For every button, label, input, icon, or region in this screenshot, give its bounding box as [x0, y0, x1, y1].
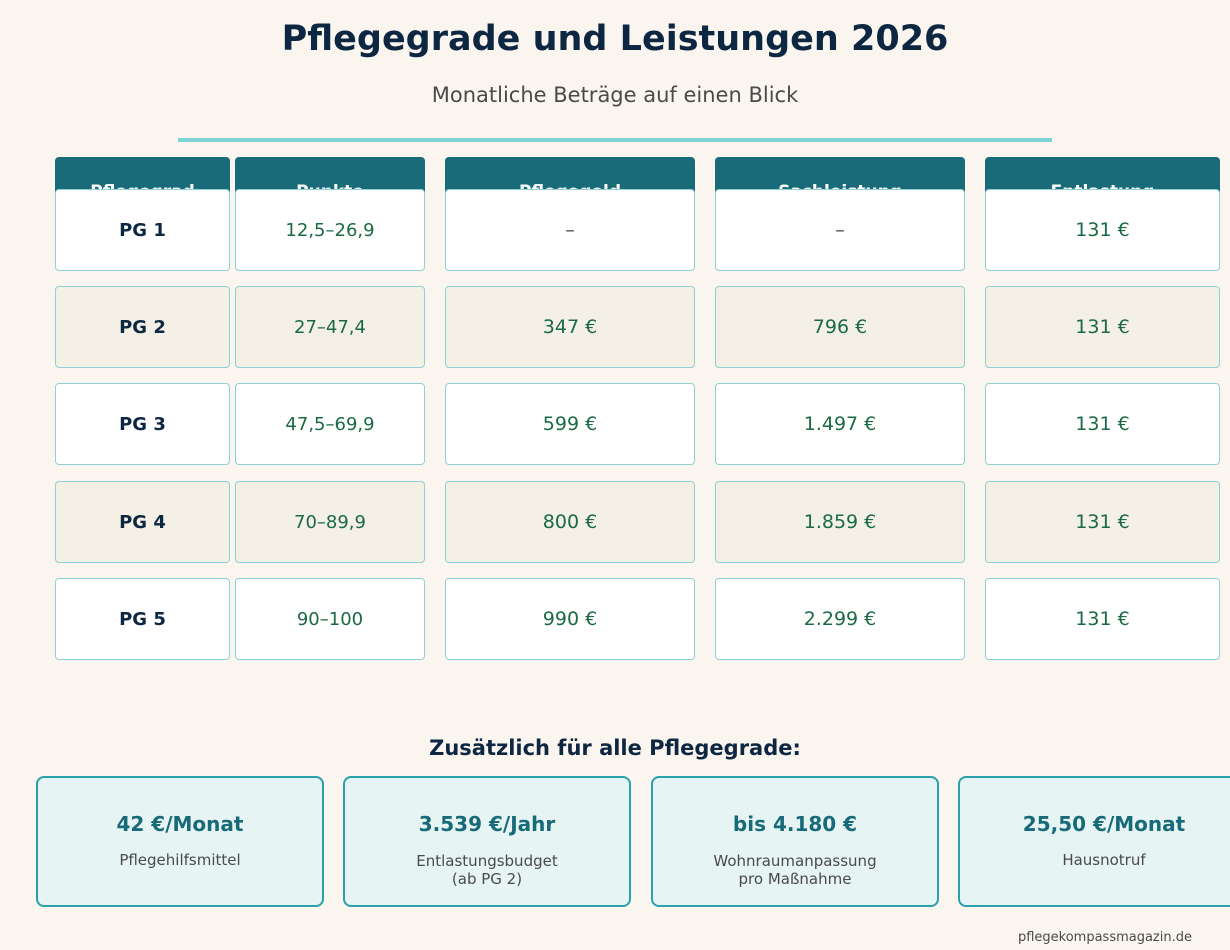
table-cell-entlastung: 131 €: [985, 286, 1220, 368]
table-cell-grade: PG 4: [55, 481, 230, 563]
table-cell-pflegegeld: 599 €: [445, 383, 695, 465]
accent-divider: [178, 138, 1052, 142]
page-subtitle: Monatliche Beträge auf einen Blick: [431, 83, 799, 107]
table-cell-points: 47,5–69,9: [235, 383, 425, 465]
table-cell-points: 27–47,4: [235, 286, 425, 368]
card-label: Entlastungsbudget (ab PG 2): [416, 852, 558, 888]
page-title: Pflegegrade und Leistungen 2026: [281, 19, 949, 59]
extras-title: Zusätzlich für alle Pflegegrade:: [429, 736, 801, 760]
table-cell-sachleistung: 796 €: [715, 286, 965, 368]
table-cell-sachleistung: 1.859 €: [715, 481, 965, 563]
table-cell-grade: PG 3: [55, 383, 230, 465]
extra-card-pflegehilfsmittel: 42 €/Monat Pflegehilfsmittel: [36, 776, 324, 907]
source-footer: pflegekompassmagazin.de: [1017, 930, 1192, 945]
table-cell-sachleistung: 2.299 €: [715, 578, 965, 660]
card-value: 25,50 €/Monat: [1022, 812, 1186, 836]
table-cell-entlastung: 131 €: [985, 578, 1220, 660]
table-cell-pflegegeld: –: [445, 189, 695, 271]
table-cell-sachleistung: –: [715, 189, 965, 271]
table-cell-sachleistung: 1.497 €: [715, 383, 965, 465]
table-cell-pflegegeld: 347 €: [445, 286, 695, 368]
card-value: 42 €/Monat: [116, 812, 244, 836]
table-cell-points: 12,5–26,9: [235, 189, 425, 271]
extra-card-wohnraumanpassung: bis 4.180 € Wohnraumanpassung pro Maßnah…: [651, 776, 939, 907]
table-cell-entlastung: 131 €: [985, 481, 1220, 563]
table-cell-points: 70–89,9: [235, 481, 425, 563]
card-label: Wohnraumanpassung pro Maßnahme: [713, 852, 877, 888]
card-label: Pflegehilfsmittel: [119, 851, 241, 869]
table-cell-pflegegeld: 990 €: [445, 578, 695, 660]
table-cell-pflegegeld: 800 €: [445, 481, 695, 563]
card-value: 3.539 €/Jahr: [418, 812, 556, 836]
extra-card-hausnotruf: 25,50 €/Monat Hausnotruf: [958, 776, 1230, 907]
table-cell-points: 90–100: [235, 578, 425, 660]
table-cell-grade: PG 1: [55, 189, 230, 271]
table-cell-entlastung: 131 €: [985, 383, 1220, 465]
extra-card-entlastungsbudget: 3.539 €/Jahr Entlastungsbudget (ab PG 2): [343, 776, 631, 907]
card-value: bis 4.180 €: [732, 812, 858, 836]
card-label: Hausnotruf: [1062, 851, 1146, 869]
table-cell-grade: PG 2: [55, 286, 230, 368]
table-cell-entlastung: 131 €: [985, 189, 1220, 271]
table-cell-grade: PG 5: [55, 578, 230, 660]
